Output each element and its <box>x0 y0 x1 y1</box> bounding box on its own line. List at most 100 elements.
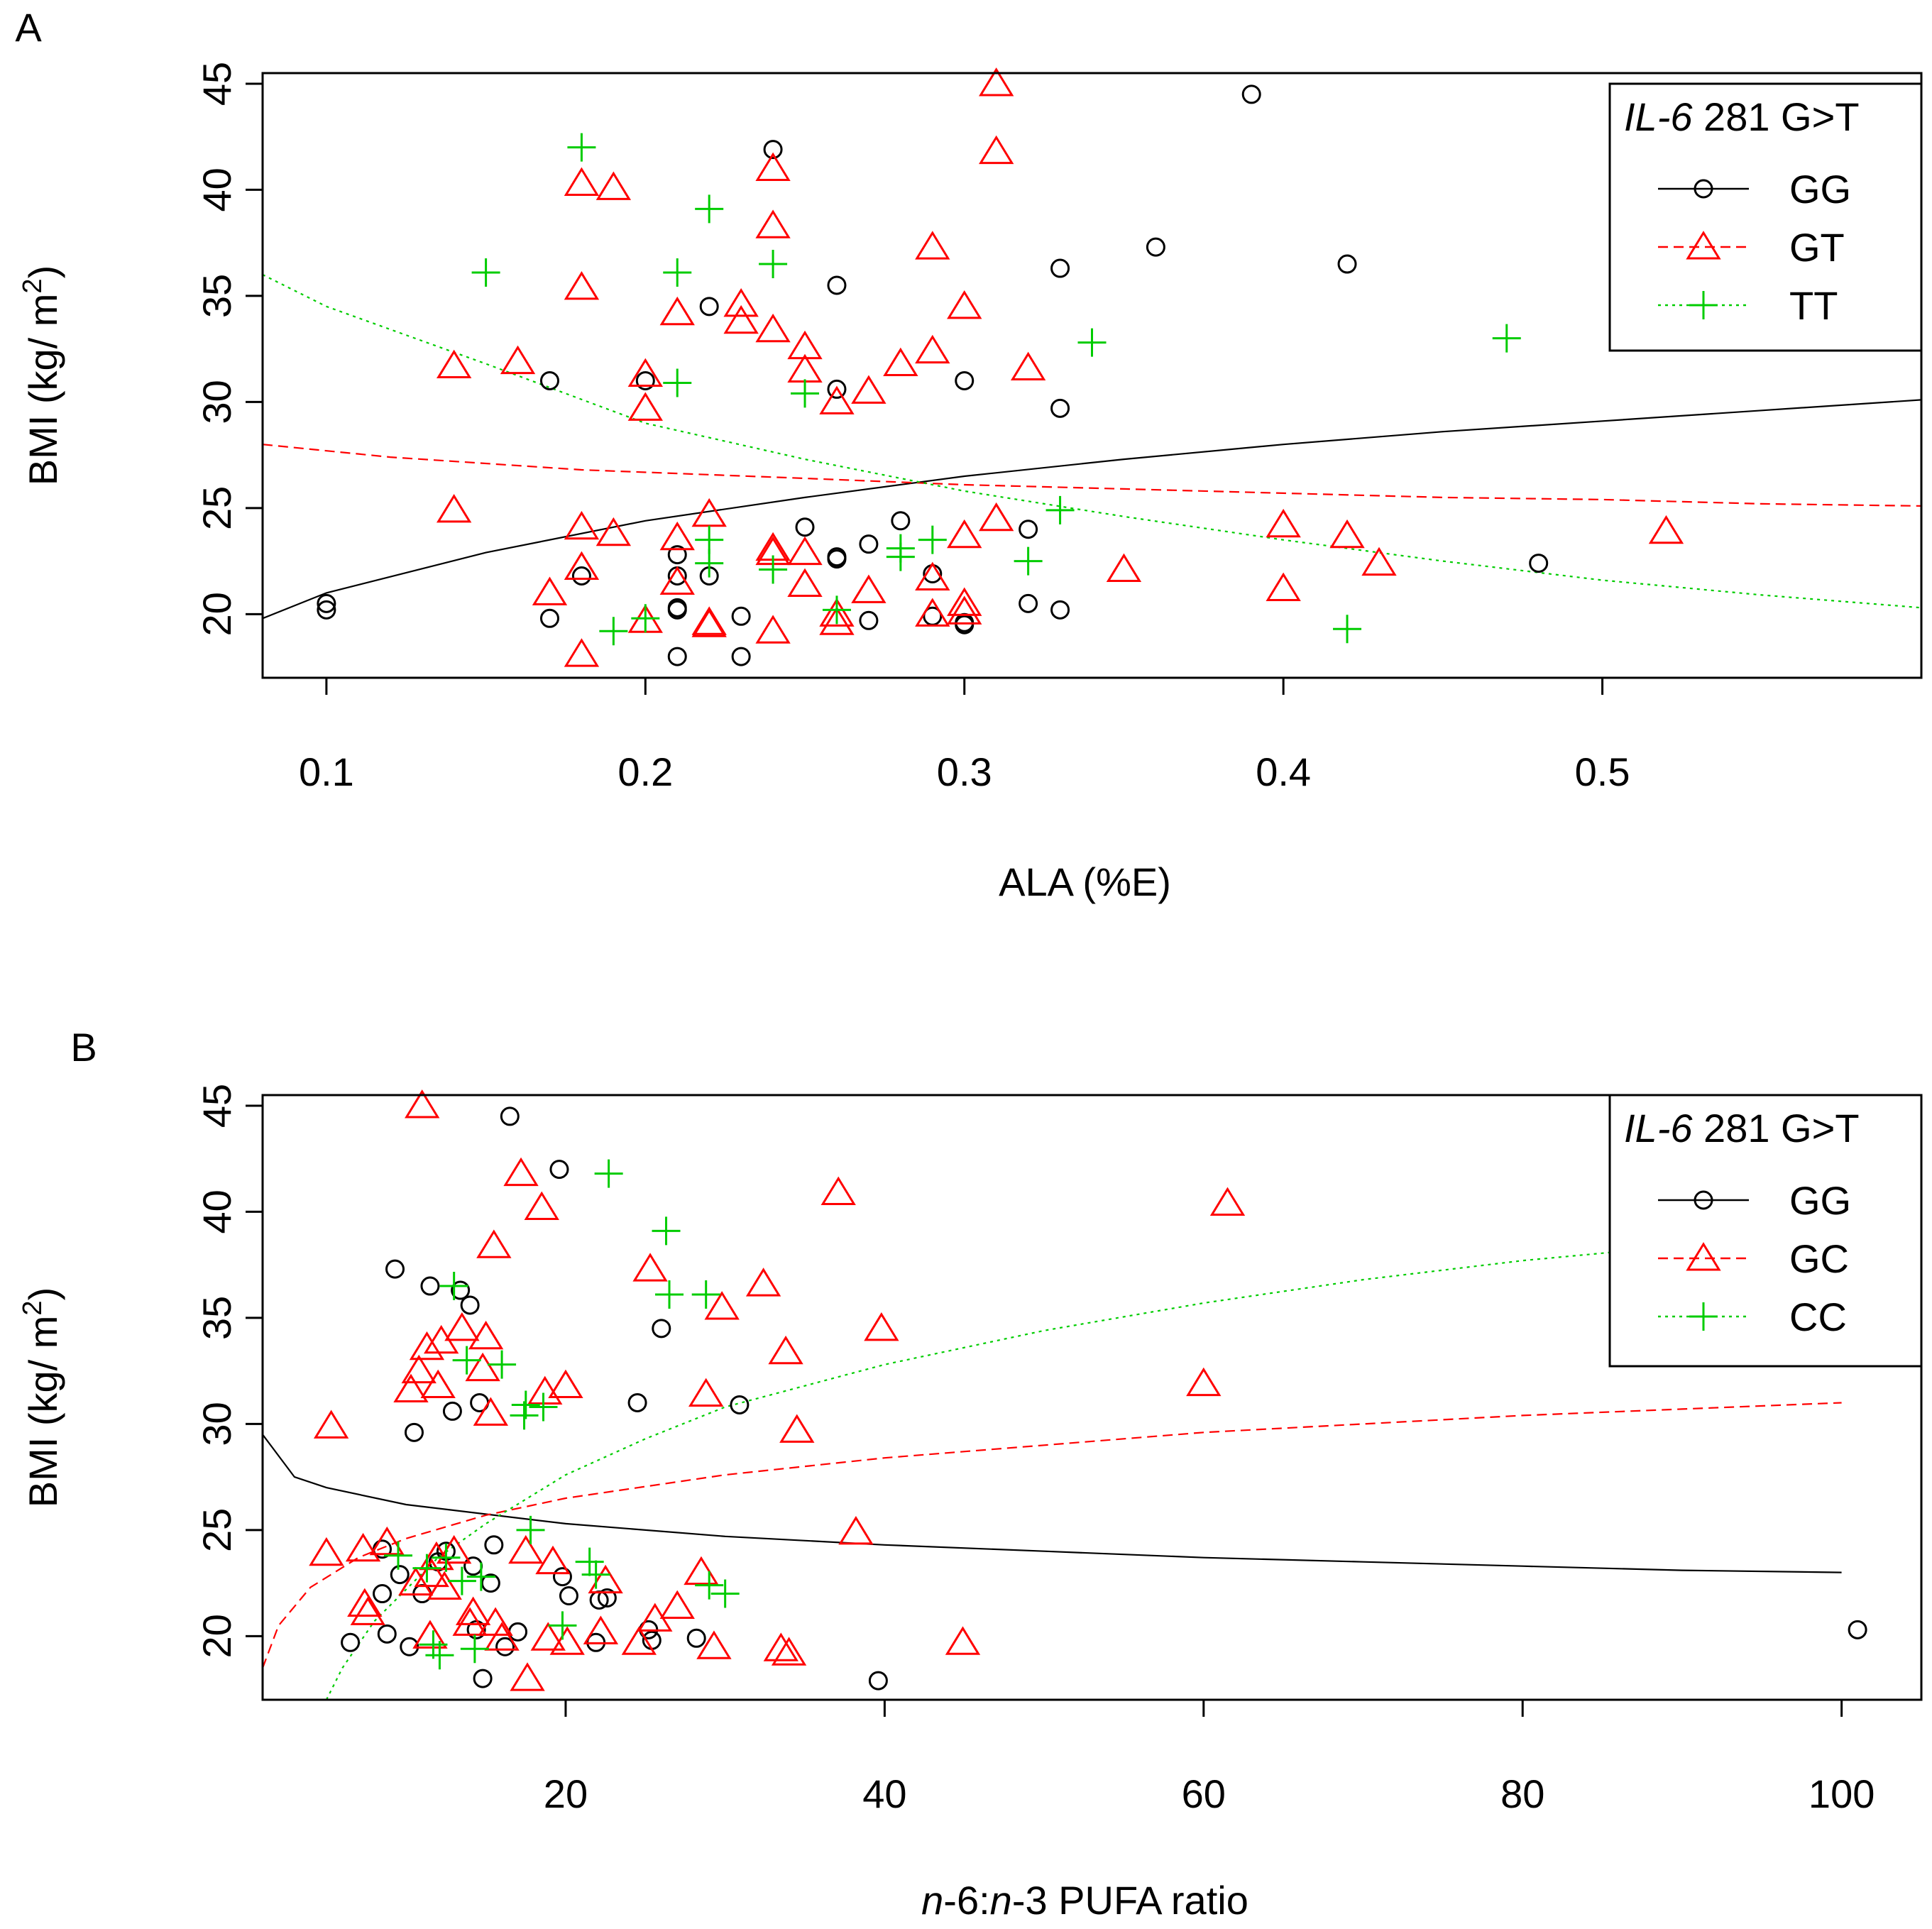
y-tick-label: 35 <box>194 1296 239 1340</box>
data-point-gg <box>1337 254 1357 274</box>
data-point-gg <box>763 140 783 160</box>
data-point-gc <box>838 1515 874 1545</box>
data-point-gg <box>420 1276 440 1296</box>
data-point-gg <box>635 370 655 390</box>
x-tick-label: 60 <box>1182 1771 1226 1816</box>
data-point-tt <box>663 258 692 287</box>
data-point-cc <box>691 1280 720 1309</box>
data-point-cc <box>384 1541 413 1570</box>
x-axis-label: ALA (%E) <box>999 859 1171 904</box>
series-cc <box>384 1159 740 1670</box>
data-point-gg <box>460 1295 480 1315</box>
series-gg <box>317 84 1549 666</box>
x-tick-label: 80 <box>1500 1771 1544 1816</box>
data-point-gg <box>442 1401 462 1421</box>
data-point-cc <box>575 1547 604 1576</box>
data-point-gc <box>484 1622 520 1651</box>
data-point-gc <box>779 1414 815 1443</box>
data-point-tt <box>663 368 692 397</box>
data-point-gg <box>390 1565 410 1585</box>
data-point-gc <box>405 1089 440 1119</box>
plot-area <box>261 72 1923 679</box>
data-point-gg <box>385 1259 405 1279</box>
data-point-gg <box>1050 600 1070 620</box>
data-point-gt <box>1648 515 1684 544</box>
panel-a: A 0.1 0.2 0.3 0.4 0.5 20 25 30 35 40 45 ALA (%E) BMI … <box>15 5 1923 904</box>
data-point-tt <box>1333 615 1362 644</box>
data-point-gg <box>868 1671 888 1691</box>
y-tick-label: 30 <box>194 1402 239 1446</box>
data-point-tt <box>1014 546 1043 576</box>
data-point-gc <box>309 1537 344 1566</box>
plot-area <box>261 1094 1923 1701</box>
data-point-cc <box>460 1634 489 1664</box>
data-point-gg <box>1146 237 1165 257</box>
data-point-gt <box>819 385 855 414</box>
data-point-gt <box>1106 553 1142 583</box>
data-point-gt <box>532 576 568 605</box>
data-point-cc <box>419 1630 448 1659</box>
y-tick-label: 45 <box>194 62 239 106</box>
data-point-gt <box>659 521 695 551</box>
y-tick-label: 45 <box>194 1084 239 1128</box>
data-point-gt <box>755 313 791 343</box>
data-point-gc <box>412 1620 448 1649</box>
data-point-gt <box>883 347 918 377</box>
legend: IL-6 281 G>T GG GT TT <box>1608 82 1923 352</box>
data-point-gg <box>730 1395 750 1414</box>
data-point-cc <box>695 1571 724 1600</box>
data-point-gg <box>699 297 719 317</box>
data-point-gc <box>345 1532 381 1562</box>
legend: IL-6 281 G>T GG GC CC <box>1608 1094 1923 1368</box>
data-point-gt <box>819 606 855 635</box>
fit-line-gg <box>262 1434 1842 1573</box>
data-point-gg <box>827 549 847 569</box>
x-tick-label: 0.1 <box>299 749 354 794</box>
legend-label: CC <box>1789 1295 1847 1339</box>
data-point-gg <box>795 517 815 537</box>
data-point-gc <box>401 1354 437 1384</box>
data-point-tt <box>471 258 500 287</box>
legend-label: GG <box>1789 1178 1851 1223</box>
data-point-gc <box>473 1397 509 1426</box>
data-point-gc <box>549 1626 585 1655</box>
y-tick-label: 30 <box>194 380 239 424</box>
legend-marker <box>1689 291 1718 319</box>
data-point-cc <box>655 1280 684 1309</box>
x-tick-label: 0.3 <box>937 749 992 794</box>
data-point-cc <box>452 1346 481 1375</box>
data-point-gt <box>947 290 982 319</box>
data-point-gg <box>955 370 975 390</box>
series-tt <box>471 133 1521 646</box>
data-point-gt <box>755 615 791 644</box>
data-point-tt <box>631 604 660 633</box>
data-point-gc <box>527 1375 563 1405</box>
data-point-gg <box>500 1106 520 1126</box>
data-point-cc <box>511 1390 540 1419</box>
fit-line-gg <box>262 399 1922 620</box>
data-point-gg <box>859 534 879 554</box>
data-point-gc <box>347 1588 383 1617</box>
legend-marker <box>1686 1242 1721 1271</box>
data-point-gt <box>595 517 632 546</box>
series-gc <box>309 1089 1246 1691</box>
data-point-gg <box>652 1319 671 1339</box>
data-point-gc <box>313 1409 349 1439</box>
data-point-gt <box>1266 572 1301 601</box>
data-point-gg <box>827 275 847 295</box>
data-point-gg <box>484 1535 504 1555</box>
data-point-gt <box>755 209 791 238</box>
data-point-gt <box>978 502 1014 532</box>
data-point-gg <box>451 1280 471 1300</box>
data-point-gt <box>564 638 600 667</box>
y-axis-label: BMI (kg/ m2) <box>18 1287 65 1507</box>
data-point-gc <box>768 1335 803 1365</box>
data-point-gg <box>559 1586 578 1606</box>
fit-line-tt <box>262 274 1922 609</box>
legend-box <box>1608 1094 1923 1368</box>
data-point-gc <box>524 1191 559 1220</box>
data-point-gt <box>659 566 695 595</box>
data-point-cc <box>529 1392 558 1422</box>
data-point-tt <box>695 194 724 224</box>
panel-label: A <box>15 5 42 50</box>
